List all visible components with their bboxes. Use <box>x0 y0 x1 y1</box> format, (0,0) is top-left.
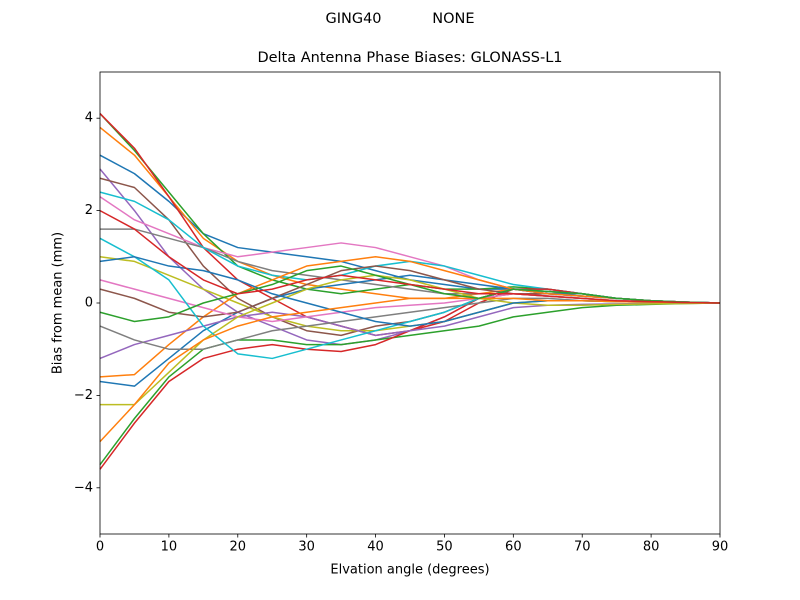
series-line <box>99 297 721 443</box>
x-tick-label: 70 <box>574 540 591 555</box>
y-tick-label: −4 <box>74 480 93 495</box>
series-line <box>99 209 721 304</box>
y-tick-label: 4 <box>85 111 93 126</box>
chart-title: Delta Antenna Phase Biases: GLONASS-L1 <box>257 50 562 66</box>
suptitle: GING40 NONE <box>325 11 474 27</box>
x-tick-label: 40 <box>367 540 384 555</box>
y-axis-label: Bias from mean (mm) <box>51 232 66 374</box>
x-axis-label: Elvation angle (degrees) <box>330 563 489 578</box>
x-tick-label: 10 <box>161 540 178 555</box>
x-tick-label: 0 <box>96 540 104 555</box>
x-tick-label: 30 <box>298 540 315 555</box>
x-tick-label: 90 <box>712 540 729 555</box>
x-tick-label: 20 <box>230 540 247 555</box>
x-tick-label: 80 <box>643 540 660 555</box>
y-tick-label: −2 <box>74 388 93 403</box>
x-tick-label: 60 <box>505 540 522 555</box>
y-tick-label: 2 <box>85 203 93 218</box>
x-tick-label: 50 <box>436 540 453 555</box>
y-tick-label: 0 <box>85 296 93 311</box>
